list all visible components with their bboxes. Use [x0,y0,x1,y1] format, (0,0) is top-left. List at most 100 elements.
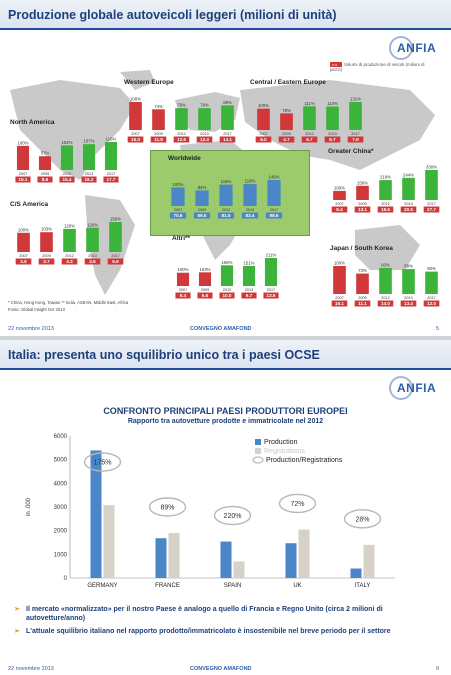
logo-text: ANFIA [397,41,437,55]
bar-pct-label: 100% [18,227,29,232]
value-box [354,206,371,213]
region-bar [402,269,415,294]
value-label: 8.4 [336,207,343,212]
year-label: 2013 [245,288,253,292]
value-box [169,212,187,219]
year-label: 2017 [427,202,435,206]
value-box [219,292,235,299]
value-label: 3.6 [20,259,27,264]
bar-pct-label: 211% [266,253,277,258]
region-name: Japan / South Korea [330,245,393,252]
bar-pct-label: 100% [334,261,345,266]
year-label: 2017 [111,254,119,258]
year-label: 2007 [174,208,182,212]
slide2-footer-date: 22 novembre 2013 [8,666,54,672]
footnote-source: Fonte: Global Insight Oct 2013 [8,307,65,312]
value-box [255,136,272,143]
bar-pct-label: 88% [223,100,232,105]
production-bar [90,450,102,578]
legend-production-label: Production [264,439,298,446]
value-label: 7.9 [352,137,359,142]
bar-pct-label: 100% [334,185,345,190]
value-box [400,206,417,213]
production-bar [155,538,167,578]
region-bar [303,106,316,130]
slide-italy-imbalance: Italia: presenta uno squilibrio unico tr… [0,340,451,675]
region-bar [220,265,234,286]
category-label: GERMANY [87,583,117,589]
region-bar [242,265,256,286]
volume-legend: x.x Volumi di produzione di veicoli (mili… [330,62,430,72]
region-bar [63,228,76,252]
value-box [331,300,348,307]
slide2-footer-event: CONVEGNO AMAFOND [190,666,252,672]
year-label: 2017 [351,132,359,136]
value-label: 15.4 [63,177,72,182]
anfia-logo-2: ANFIA [389,376,441,400]
year-label: 2012 [305,132,313,136]
year-label: 2013 [246,208,254,212]
region-bar [425,271,438,294]
bar-pct-label: 126% [87,222,98,227]
year-label: 2009 [201,288,209,292]
ratio-ellipse [148,497,187,517]
region-name: Greater China* [328,148,374,155]
region-bar [198,108,211,130]
value-label: 6.7 [329,137,336,142]
registrations-bar [103,505,115,578]
australia-shape [355,225,420,270]
year-label: 2007 [131,132,139,136]
value-label: 12.6 [177,137,186,142]
region-bar [356,273,369,294]
value-box [38,258,55,265]
bar-pct-label: 78% [282,108,291,113]
region-bar [82,144,96,170]
legend-production-swatch [255,439,261,445]
year-label: 2012 [381,296,389,300]
value-label: 6.6 [202,293,209,298]
ratio-ellipse [83,452,122,472]
slide1-title-bar: Produzione globale autoveicoli leggeri (… [0,0,451,30]
legend-ratio-label: Production/Registrations [266,457,343,464]
region-bar [152,109,165,130]
bar-pct-label: 100% [130,97,141,102]
region-bar [219,184,233,206]
year-label: 2017 [223,132,231,136]
registrations-bar [168,533,180,578]
ratio-label: 220% [224,513,242,520]
year-label: 2009 [41,172,49,176]
year-label: 2009 [198,208,206,212]
value-label: 16.0 [131,137,140,142]
bar-pct-label: 89% [404,264,413,269]
continents [10,70,435,295]
value-box [347,136,364,143]
value-box [301,136,318,143]
slide2-page-number: 9 [435,666,439,672]
year-label: 2012 [223,288,231,292]
region-name: Western Europe [124,79,174,86]
year-label: 2017 [107,172,115,176]
region-bar [379,180,392,200]
slide1-page-number: 5 [435,326,439,332]
anfia-logo: ANFIA [389,36,441,60]
ratio-label: 89% [160,505,174,512]
value-label: 4.5 [89,259,96,264]
value-box [150,136,167,143]
bullet-list: Il mercato «normalizzato» per il nostro … [14,605,439,640]
value-label: 98.6 [270,213,279,218]
production-bar [350,568,362,578]
legend-text: Volumi di produzione di veicoli (milioni… [330,62,425,73]
region-bar [333,190,346,200]
region-bar [221,105,234,130]
value-label: 14.1 [223,137,232,142]
value-label: 27.7 [427,207,436,212]
bar-pct-label: 100% [173,182,184,187]
year-label: 2009 [154,132,162,136]
bar-pct-label: 78% [200,103,209,108]
y-tick-label: 4000 [54,481,68,487]
year-label: 2009 [358,202,366,206]
